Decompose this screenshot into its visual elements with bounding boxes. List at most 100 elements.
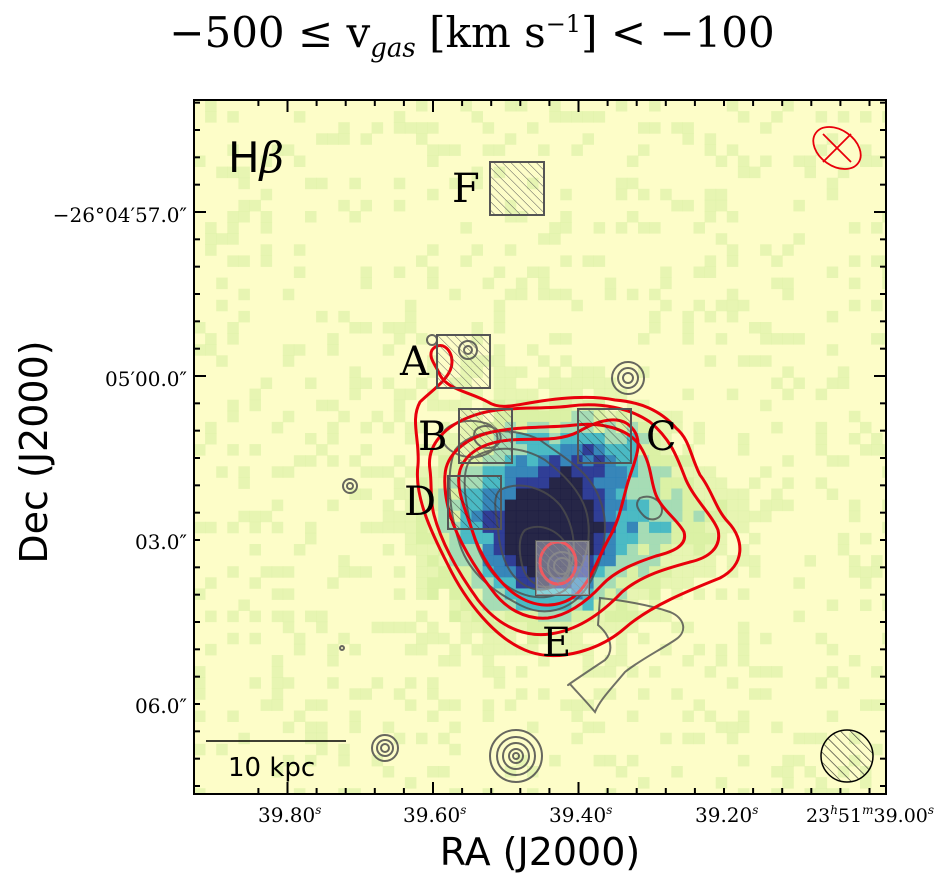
heatmap-pixel [427,388,439,401]
heatmap-pixel [271,144,284,156]
heatmap-pixel [726,211,739,223]
region-label-c: C [646,414,677,460]
heatmap-pixel [504,477,517,489]
heatmap-pixel [538,477,550,489]
heatmap-pixel [504,643,517,656]
gray-source-contour [502,742,530,770]
heatmap-pixel [615,766,628,778]
heatmap-pixel [726,555,739,567]
heatmap-pixel [771,255,783,267]
heatmap-pixel [227,222,239,234]
heatmap-pixel [549,621,561,634]
heatmap-pixel [527,444,539,456]
heatmap-pixel [449,588,461,600]
heatmap-pixel [615,188,628,201]
gray-source-contour [380,743,390,753]
heatmap-pixel [638,477,650,489]
heatmap-pixel [316,444,328,456]
heatmap-pixel [538,466,550,478]
heatmap-pixel [549,455,561,467]
heatmap-pixel [715,643,728,656]
heatmap-pixel [826,377,839,389]
heatmap-pixel [349,721,361,734]
heatmap-pixel [449,399,461,412]
heatmap-pixel [671,566,683,578]
heatmap-pixel [593,532,606,545]
heatmap-pixels [194,100,886,794]
heatmap-pixel [582,377,594,389]
heatmap-pixel [715,532,728,545]
heatmap-pixel [404,643,417,656]
heatmap-pixel [649,532,661,545]
heatmap-pixel [349,643,361,656]
heatmap-pixel [571,477,583,489]
heatmap-pixel [660,299,672,312]
heatmap-pixel [726,510,739,523]
heatmap-pixel [527,488,539,500]
heatmap-pixel [549,643,561,656]
heatmap-pixel [416,421,428,434]
heatmap-pixel [293,455,306,467]
heatmap-pixel [615,566,628,578]
heatmap-pixel [527,510,539,523]
heatmap-pixel [749,477,761,489]
heatmap-pixel [737,588,750,600]
heatmap-pixel [660,732,672,745]
heatmap-pixel [693,222,705,234]
heatmap-pixel [560,532,572,545]
heatmap-pixel [538,277,550,290]
heatmap-pixel [882,255,886,267]
heatmap-pixel [638,488,650,500]
heatmap-pixel [582,621,594,634]
heatmap-pixel [504,699,517,711]
heatmap-pixel [582,655,594,667]
heatmap-pixel [438,499,450,512]
heatmap-pixel [438,455,450,467]
heatmap-pixel [249,388,261,401]
heatmap-pixel [393,566,406,578]
heatmap-pixel [504,532,517,545]
heatmap-pixel [538,377,550,389]
heatmap-pixel [837,377,850,389]
heatmap-pixel [615,599,628,611]
heatmap-pixel [338,754,350,767]
heatmap-pixel [793,732,805,745]
heatmap-pixel [749,355,761,367]
heatmap-pixel [404,544,417,556]
heatmap-pixel [882,277,886,290]
heatmap-pixel [293,788,306,794]
heatmap-pixel [682,455,694,467]
heatmap-pixel [771,421,783,434]
heatmap-pixel [782,455,794,467]
heatmap-pixel [860,111,872,123]
heatmap-pixel [260,377,273,389]
heatmap-pixel [493,266,506,278]
heatmap-pixel [682,621,694,634]
heatmap-pixel [493,355,506,367]
heatmap-pixel [782,499,794,512]
heatmap-pixel [482,399,495,412]
heatmap-pixel [293,643,306,656]
heatmap-pixel [482,566,495,578]
heatmap-pixel [549,499,561,512]
heatmap-pixel [626,666,639,678]
heatmap-pixel [560,621,572,634]
heatmap-pixel [482,122,495,134]
heatmap-pixel [749,666,761,678]
heatmap-pixel [427,366,439,378]
heatmap-pixel [527,621,539,634]
heatmap-pixel [194,710,206,722]
heatmap-pixel [327,421,339,434]
heatmap-pixel [649,222,661,234]
heatmap-pixel [360,133,372,145]
heatmap-pixel [393,688,406,700]
heatmap-pixel [715,477,728,489]
heatmap-pixel [493,344,506,356]
gray-source-contour [339,645,345,651]
heatmap-pixel [515,666,528,678]
heatmap-pixel [848,433,861,445]
heatmap-pixel [527,499,539,512]
heatmap-pixel [848,410,861,423]
heatmap-pixel [282,754,295,767]
heatmap-pixel [382,466,395,478]
